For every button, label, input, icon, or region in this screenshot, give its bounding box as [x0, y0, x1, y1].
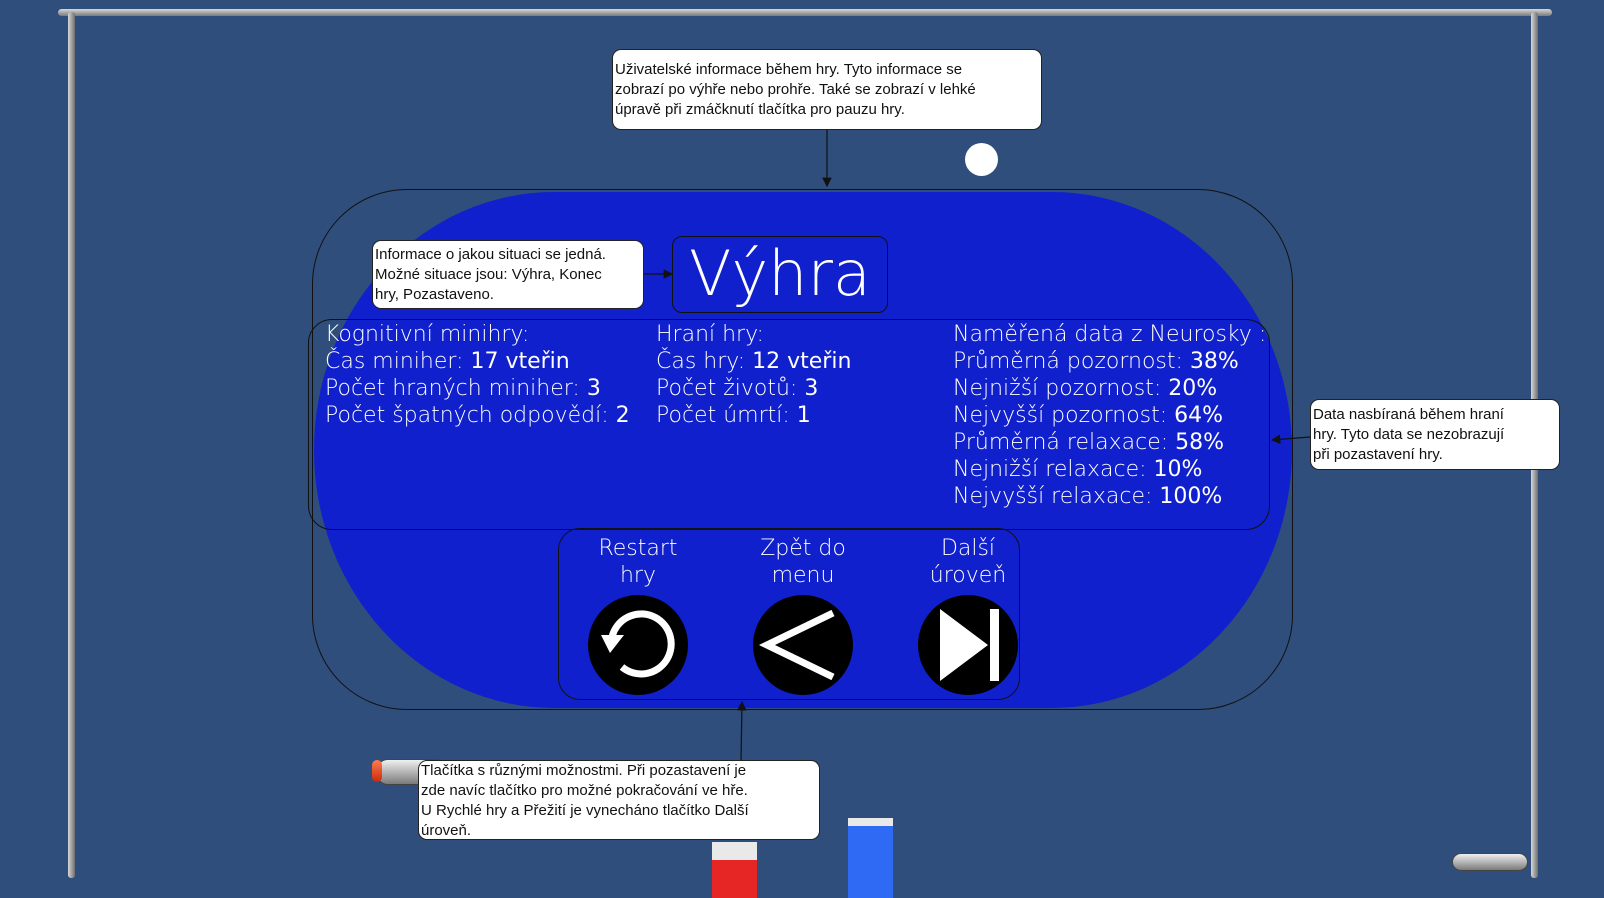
- cognitive-heading: Kognitivní minihry:: [325, 322, 530, 347]
- note-collected-data: Data nasbíraná během hraní hry. Tyto data…: [1310, 399, 1560, 470]
- button-box: [558, 528, 1020, 700]
- next-level-button[interactable]: [918, 595, 1018, 695]
- gameplay-stats: Hraní hry: Čas hry: 12 vteřin Počet živo…: [656, 321, 851, 429]
- restart-label: Restart hry: [598, 536, 678, 588]
- arrow-bottom-note: [737, 700, 747, 761]
- stats-box: [308, 319, 1270, 530]
- stat-row: Počet životů: 3: [656, 376, 819, 401]
- stat-row: Průměrná pozornost: 38%: [953, 349, 1239, 374]
- game-ball: [965, 143, 998, 176]
- capsule-platform-right: [1452, 853, 1528, 871]
- frame-pipe-top: [58, 9, 1552, 16]
- stat-row: Nejnižší relaxace: 10%: [953, 457, 1203, 482]
- red-bar-cap: [712, 842, 757, 860]
- arrow-right-note: [1270, 434, 1311, 445]
- stat-row: Nejvyšší pozornost: 64%: [953, 403, 1224, 428]
- stat-row: Čas miniher: 17 vteřin: [325, 349, 570, 374]
- gameplay-heading: Hraní hry:: [656, 322, 764, 347]
- menu-label: Zpět do menu: [760, 536, 846, 588]
- note-buttons: Tlačítka s různými možnostmi. Při pozast…: [418, 760, 820, 840]
- blue-bar-cap: [848, 818, 893, 826]
- stat-row: Počet špatných odpovědí: 2: [325, 403, 630, 428]
- blue-bar: [848, 818, 893, 898]
- chevron-left-icon: [758, 609, 835, 681]
- neurosky-stats: Naměřená data z Neurosky : Průměrná pozo…: [953, 321, 1266, 510]
- note-user-info: Uživatelské informace během hry. Tyto in…: [612, 49, 1042, 130]
- result-panel: [312, 189, 1293, 710]
- capsule-end-left: [372, 760, 382, 782]
- stat-row: Nejvyšší relaxace: 100%: [953, 484, 1223, 509]
- back-to-menu-button[interactable]: [753, 595, 853, 695]
- restart-button[interactable]: [588, 595, 688, 695]
- restart-icon: [601, 610, 675, 678]
- stat-row: Nejnižší pozornost: 20%: [953, 376, 1218, 401]
- cognitive-stats: Kognitivní minihry: Čas miniher: 17 vteř…: [325, 321, 630, 429]
- frame-pipe-left: [68, 12, 75, 878]
- note-situation: Informace o jakou situaci se jedná. Možné…: [372, 240, 644, 309]
- stat-row: Počet úmrtí: 1: [656, 403, 811, 428]
- skip-next-icon: [940, 609, 999, 681]
- stat-row: Počet hraných miniher: 3: [325, 376, 601, 401]
- next-level-label: Další úroveň: [929, 536, 1007, 588]
- neurosky-heading: Naměřená data z Neurosky :: [953, 322, 1267, 347]
- situation-title: Výhra: [672, 236, 888, 313]
- stat-row: Průměrná relaxace: 58%: [953, 430, 1225, 455]
- stat-row: Čas hry: 12 vteřin: [656, 349, 852, 374]
